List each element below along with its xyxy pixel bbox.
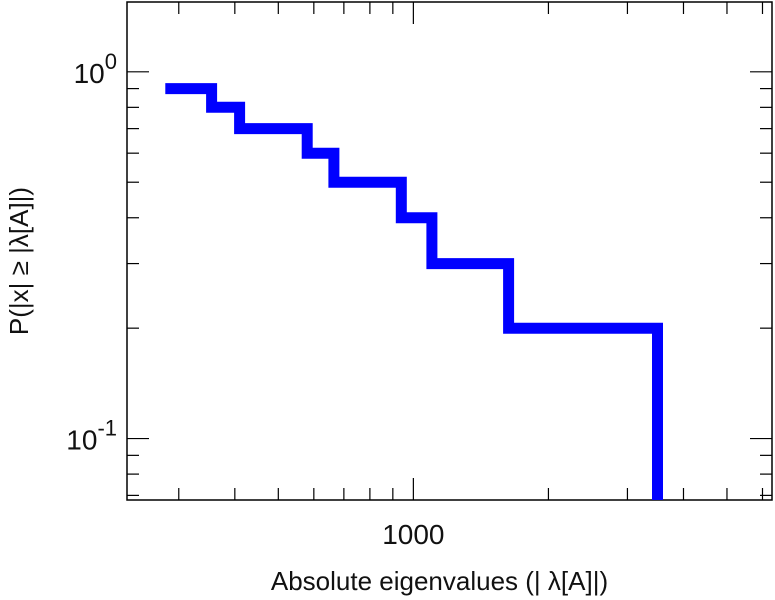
major-ticks: [127, 2, 772, 500]
plot-frame: [126, 1, 773, 501]
series-line: [165, 83, 663, 500]
data-point: [431, 263, 432, 264]
data-point: [165, 88, 166, 89]
data-point: [401, 217, 402, 218]
y-axis-title: P(|x| ≥ |λ[A]|): [4, 187, 34, 335]
data-point: [239, 128, 240, 129]
minor-ticks: [127, 2, 772, 500]
y-tick-label: 100: [74, 49, 117, 89]
series-layer: [165, 83, 663, 500]
data-point: [307, 153, 308, 154]
data-point: [333, 182, 334, 183]
data-point: [211, 107, 212, 108]
data-point: [657, 438, 658, 439]
x-axis-title: Absolute eigenvalues (| λ[A]|): [271, 566, 608, 596]
x-tick-label: 1000: [382, 519, 444, 550]
plot-border: [126, 1, 773, 501]
tick-labels: 100 10-1 1000: [66, 49, 444, 550]
data-point: [508, 328, 509, 329]
y-tick-label: 10-1: [66, 416, 117, 456]
